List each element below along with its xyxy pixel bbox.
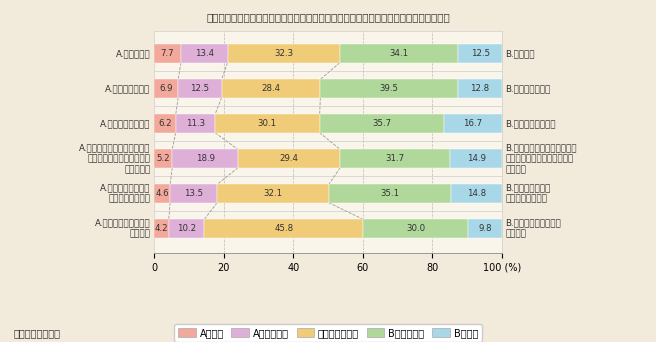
Text: A.地域で支え合って
暮らしている社会: A.地域で支え合って 暮らしている社会 [100,184,151,203]
Text: 14.9: 14.9 [467,154,486,163]
Text: 32.1: 32.1 [263,189,283,198]
Bar [154,44,181,63]
Text: 11.3: 11.3 [186,119,205,128]
Text: A.明るい社会: A.明るい社会 [116,49,151,58]
Bar [154,184,170,203]
Text: 30.0: 30.0 [406,224,425,233]
Bar [458,79,502,98]
Bar [340,44,459,63]
Text: A.活気がある社会: A.活気がある社会 [106,84,151,93]
Text: B.高齢者がひっぱって
いる社会: B.高齢者がひっぱって いる社会 [505,219,561,239]
Text: B.衰退している社会: B.衰退している社会 [505,119,556,128]
Bar [443,115,502,133]
Text: 35.1: 35.1 [380,189,400,198]
Text: 4.6: 4.6 [155,189,169,198]
Text: 12.5: 12.5 [190,84,209,93]
Bar [320,79,458,98]
Legend: Aに近い, Aにやや近い, どちらでもない, Bにやや近い, Bに近い: Aに近い, Aにやや近い, どちらでもない, Bにやや近い, Bに近い [174,324,482,342]
Bar [181,44,228,63]
Text: A.若い人がひっぱって
いる社会: A.若い人がひっぱって いる社会 [95,219,151,239]
Bar [319,115,443,133]
Text: 9.8: 9.8 [478,224,491,233]
Text: B.活気がない社会: B.活気がない社会 [505,84,550,93]
Text: 問　現在の社会のイメージとして、それぞれあてはまるものをひとつお選びください。: 問 現在の社会のイメージとして、それぞれあてはまるものをひとつお選びください。 [206,12,450,22]
Bar [176,115,215,133]
Text: 6.9: 6.9 [159,84,173,93]
Text: 10.2: 10.2 [177,224,196,233]
Text: 5.2: 5.2 [156,154,170,163]
Bar [178,79,222,98]
Text: 7.7: 7.7 [161,49,174,58]
Text: 14.8: 14.8 [467,189,486,198]
Bar [169,220,204,238]
Bar [459,44,502,63]
Bar [154,220,169,238]
Text: 12.5: 12.5 [470,49,489,58]
Text: 32.3: 32.3 [274,49,293,58]
Text: 18.9: 18.9 [195,154,215,163]
Text: B.暗い社会: B.暗い社会 [505,49,535,58]
Bar [173,149,238,168]
Text: 16.7: 16.7 [463,119,482,128]
Bar [329,184,451,203]
Text: 6.2: 6.2 [158,119,172,128]
Text: A.成長期ではないが、成熟社
会としての新たなチャンス
がある社会: A.成長期ではないが、成熟社 会としての新たなチャンス がある社会 [79,143,151,174]
Bar [170,184,217,203]
Bar [154,79,178,98]
Bar [363,220,468,238]
Text: 45.8: 45.8 [274,224,293,233]
Bar [228,44,340,63]
Bar [154,149,173,168]
Text: 資料）国土交通省: 資料）国土交通省 [13,329,60,339]
Bar [451,149,502,168]
Text: 34.1: 34.1 [390,49,409,58]
Bar [215,115,319,133]
Text: 39.5: 39.5 [380,84,398,93]
Text: B.成長期ではないので、下り
坂を耐えていかなければなら
ない社会: B.成長期ではないので、下り 坂を耐えていかなければなら ない社会 [505,143,577,174]
Text: B.個々が独立して
暮らしている社会: B.個々が独立して 暮らしている社会 [505,184,550,203]
Text: A.成長している社会: A.成長している社会 [100,119,151,128]
Bar [204,220,363,238]
Text: 13.5: 13.5 [184,189,203,198]
Bar [468,220,502,238]
Bar [217,184,329,203]
Text: 30.1: 30.1 [258,119,277,128]
Bar [154,115,176,133]
Text: 12.8: 12.8 [470,84,489,93]
Text: 13.4: 13.4 [195,49,214,58]
Text: 35.7: 35.7 [372,119,391,128]
Text: 28.4: 28.4 [262,84,281,93]
Bar [451,184,502,203]
Bar [340,149,451,168]
Bar [238,149,340,168]
Text: 29.4: 29.4 [279,154,298,163]
Text: 4.2: 4.2 [155,224,169,233]
Bar [222,79,320,98]
Text: 31.7: 31.7 [386,154,405,163]
